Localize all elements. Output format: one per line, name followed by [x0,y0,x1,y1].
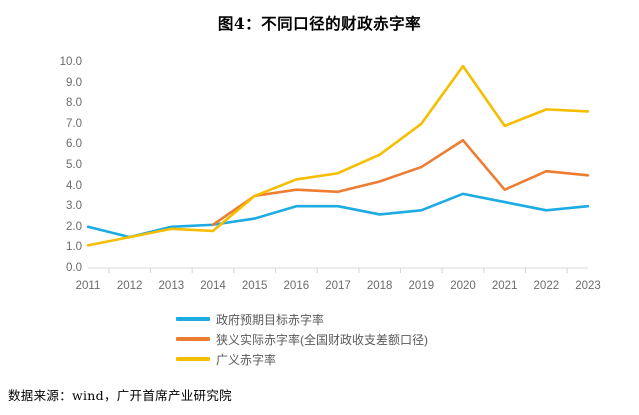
y-axis-tick-label: 7.0 [66,117,82,130]
x-axis-tick-label: 2013 [158,280,185,292]
x-axis-tick-label: 2019 [408,280,435,292]
x-axis-tick-label: 2018 [366,280,393,292]
y-axis-tick-label: 0.0 [66,262,82,274]
y-axis-tick-label: 5.0 [66,159,82,171]
y-axis-tick-label: 1.0 [66,241,82,254]
x-axis-tick-labels: 2011 2012 2013 2014 2015 2016 2017 2018 2019 2020… [0,280,639,298]
legend-item[interactable]: 政府预期目标赤字率 [176,310,576,328]
x-axis-tick-label: 2012 [116,280,143,292]
series-line [86,64,590,247]
x-axis-tick-label: 2023 [575,280,601,292]
page-title: 图4：不同口径的财政赤字率 [217,14,422,33]
chart-svg [86,64,590,273]
axis-lines [88,267,588,273]
y-axis-tick-labels: 0.0 1.0 2.0 3.0 4.0 5.0 6.0 7.0 8.0 9.0 10.0 [30,0,82,415]
legend-item-label: 广义赤字率 [216,352,277,367]
y-axis-tick-label: 9.0 [66,76,82,89]
series-lines [86,64,590,247]
legend-color-swatch [176,357,210,361]
y-axis-tick-label: 3.0 [66,200,82,213]
legend-item[interactable]: 广义赤字率 [176,350,576,368]
y-axis-tick-label: 4.0 [66,179,82,192]
x-axis-tick-label: 2015 [241,280,268,292]
x-axis-tick-label: 2017 [325,280,351,292]
x-axis-tick-label: 2022 [533,280,560,292]
x-axis-tick-label: 2020 [450,280,476,292]
legend-item-label: 政府预期目标赤字率 [216,312,325,327]
legend-item[interactable]: 狭义实际赤字率(全国财政收支差额口径) [176,330,576,348]
y-axis-tick-label: 8.0 [66,97,82,110]
x-axis-tick-label: 2016 [283,280,310,292]
x-axis-tick-label: 2011 [75,280,101,292]
legend-color-swatch [176,317,210,321]
y-axis-tick-label: 6.0 [66,138,82,151]
series-line [86,192,590,239]
y-axis-tick-label: 10.0 [59,56,82,68]
legend-color-swatch [176,337,210,341]
y-axis-tick-label: 2.0 [66,220,82,233]
legend-item-label: 狭义实际赤字率(全国财政收支差额口径) [216,332,428,347]
series-line [211,138,590,227]
x-axis-tick-label: 2021 [491,280,518,292]
chart-legend: 政府预期目标赤字率狭义实际赤字率(全国财政收支差额口径) 广义赤字率 [176,310,576,370]
plot-area [86,62,590,273]
x-axis-tick-label: 2014 [200,280,226,292]
source-note: 数据来源：wind，广开首席产业研究院 [8,388,232,403]
